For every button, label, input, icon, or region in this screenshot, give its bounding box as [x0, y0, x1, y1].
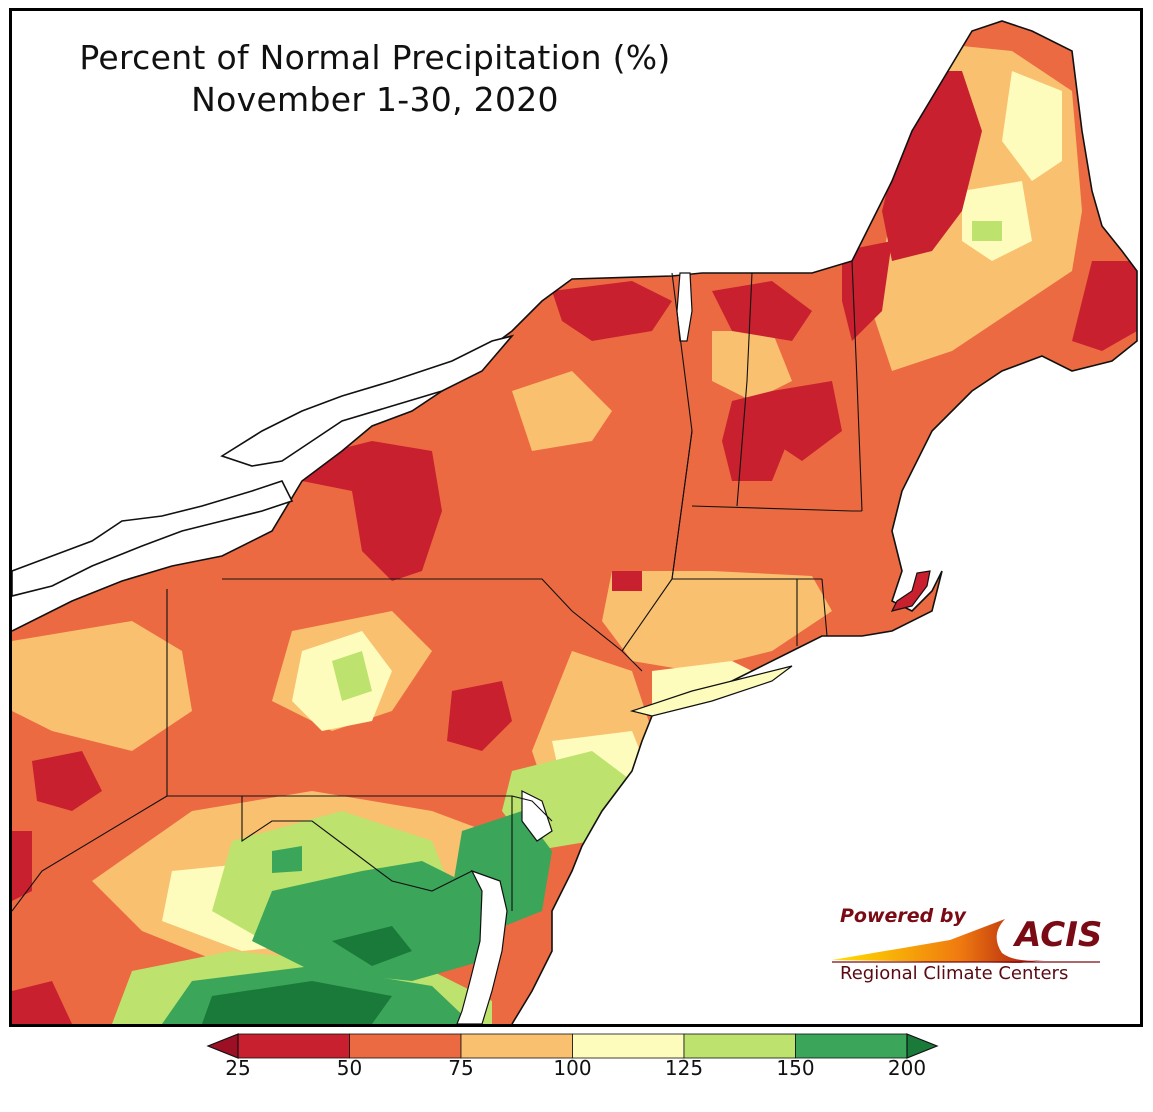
state-boundaries [12, 260, 863, 912]
colorbar-segment [683, 1033, 796, 1059]
colorbar-tick-label: 150 [776, 1056, 815, 1080]
colorbar-under-arrow [206, 1033, 239, 1059]
precipitation-map [12, 20, 1138, 1024]
colorbar [206, 1033, 939, 1059]
acis-logo: Powered by ACIS Regional Climate Centers [830, 905, 1120, 990]
colorbar-over-arrow [906, 1033, 939, 1059]
colorbar-tick-label: 75 [448, 1056, 474, 1080]
cape-cod [890, 570, 931, 612]
lake-ontario [220, 334, 515, 467]
colorbar-segment [460, 1033, 573, 1059]
colorbar-segment [349, 1033, 462, 1059]
map-frame [9, 8, 1143, 1027]
map-title: Percent of Normal Precipitation (%) [79, 38, 671, 77]
colorbar-segment [237, 1033, 350, 1059]
colorbar-tick-label: 100 [553, 1056, 592, 1080]
colorbar-segment [572, 1033, 685, 1059]
colorbar-tick-label: 200 [887, 1056, 927, 1080]
logo-powered-by: Powered by [840, 905, 966, 927]
map-subtitle: November 1-30, 2020 [191, 80, 559, 119]
chesapeake-bay [456, 869, 508, 1024]
colorbar-segment [795, 1033, 908, 1059]
colorbar-tick-label: 25 [225, 1056, 251, 1080]
acis-swoosh-icon [832, 919, 1100, 963]
long-island [629, 665, 793, 717]
logo-subtitle: Regional Climate Centers [840, 963, 1069, 984]
colorbar-tick-label: 125 [664, 1056, 704, 1080]
logo-brand: ACIS [1015, 915, 1103, 955]
lake-erie [12, 480, 294, 597]
colorbar-tick-label: 50 [336, 1056, 363, 1080]
